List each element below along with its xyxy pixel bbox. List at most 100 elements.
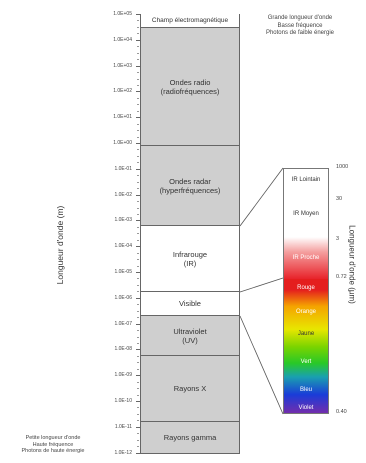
band-infrared-subtitle: (IR) xyxy=(183,258,197,268)
band-ultraviolet: Ultraviolet (UV) xyxy=(140,316,240,356)
band-xray-title: Rayons X xyxy=(173,384,207,393)
band-radar-title: Ondes radar xyxy=(169,176,211,186)
axis-tick xyxy=(136,143,140,144)
top-note: Grande longueur d'onde Basse fréquence P… xyxy=(248,15,352,38)
axis-minor-tick xyxy=(137,336,139,338)
segment-ir-moyen-label: IR Moyen xyxy=(293,211,319,217)
axis-tick xyxy=(136,220,140,222)
axis-tick xyxy=(136,65,140,67)
zoom-axis-title: Longueur d'onde (µm) xyxy=(347,225,357,304)
segment-jaune-label: Jaune xyxy=(297,331,315,337)
axis-minor-tick xyxy=(137,149,139,151)
axis-minor-tick xyxy=(137,239,139,241)
axis-minor-tick xyxy=(137,26,139,28)
axis-minor-tick xyxy=(137,84,139,86)
band-visible-title: Visible xyxy=(179,299,201,308)
axis-tick xyxy=(136,297,140,299)
band-visible: Visible xyxy=(140,292,240,316)
axis-minor-tick xyxy=(137,252,139,254)
axis-minor-tick xyxy=(137,233,139,235)
axis-tick-label: 1.0E+01 xyxy=(113,114,132,121)
axis-minor-tick xyxy=(137,330,139,332)
axis-tick xyxy=(136,117,140,119)
band-infrared: Infrarouge (IR) xyxy=(140,226,240,292)
axis-minor-tick xyxy=(137,259,139,261)
axis-minor-tick xyxy=(137,20,139,22)
axis-tick xyxy=(136,349,140,351)
axis-minor-tick xyxy=(137,310,139,312)
axis-tick-label: 1.0E-01 xyxy=(114,165,132,172)
axis-tick-label: 1.0E-07 xyxy=(114,320,132,327)
segment-rouge: Rouge xyxy=(284,281,328,295)
axis-tick xyxy=(136,452,140,454)
top-note-line-1: Grande longueur d'onde xyxy=(267,15,333,21)
axis-minor-tick xyxy=(137,181,139,183)
band-xray: Rayons X xyxy=(140,356,240,422)
axis-minor-tick xyxy=(137,291,139,293)
segment-violet-label: Violet xyxy=(298,405,314,411)
axis-minor-tick xyxy=(137,155,139,157)
axis-minor-tick xyxy=(137,394,139,396)
axis-minor-tick xyxy=(137,104,139,106)
segment-bleu-label: Bleu xyxy=(299,387,312,393)
axis-minor-tick xyxy=(137,175,139,177)
axis-tick-label: 1.0E-09 xyxy=(114,372,132,379)
axis-minor-tick xyxy=(137,46,139,48)
axis-minor-tick xyxy=(137,97,139,99)
axis-tick xyxy=(136,375,140,377)
axis-tick-label: 1.0E-11 xyxy=(114,423,132,430)
axis-minor-tick xyxy=(137,123,139,125)
axis-minor-tick xyxy=(137,413,139,415)
column-header: Champ électromagnétique xyxy=(140,14,240,28)
band-radio-subtitle: (radiofréquences) xyxy=(160,86,220,96)
axis-tick xyxy=(136,272,140,273)
axis-minor-tick xyxy=(137,207,139,209)
segment-ir-lointain: IR Lointain xyxy=(284,169,328,191)
axis-tick-label: 1.0E+02 xyxy=(113,88,132,95)
boundary-label-3: 3 xyxy=(336,236,340,242)
segment-rouge-label: Rouge xyxy=(297,285,315,291)
axis-minor-tick xyxy=(137,368,139,370)
axis-minor-tick xyxy=(137,59,139,61)
connector-top-line xyxy=(239,167,284,227)
axis-tick-label: 1.0E-12 xyxy=(114,449,132,456)
axis-minor-tick xyxy=(137,446,139,448)
axis-minor-tick xyxy=(137,162,139,164)
axis-minor-tick xyxy=(137,439,139,441)
segment-jaune: Jaune xyxy=(284,327,328,341)
axis-tick-label: 1.0E-08 xyxy=(114,346,132,353)
axis-tick-label: 1.0E-04 xyxy=(114,243,132,250)
axis-minor-tick xyxy=(137,136,139,138)
axis-minor-tick xyxy=(137,342,139,344)
band-ultraviolet-title: Ultraviolet xyxy=(173,326,207,336)
axis-minor-tick xyxy=(137,188,139,190)
segment-ir-lointain-label: IR Lointain xyxy=(291,177,321,183)
axis-minor-tick xyxy=(137,201,139,203)
segment-violet: Violet xyxy=(284,401,328,413)
axis-tick xyxy=(136,168,140,170)
axis-minor-tick xyxy=(137,284,139,286)
axis-tick-label: 1.0E+00 xyxy=(113,140,132,146)
axis-tick xyxy=(136,39,140,41)
axis-minor-tick xyxy=(137,381,139,383)
band-infrared-title: Infrarouge xyxy=(172,249,208,259)
axis-minor-tick xyxy=(137,213,139,215)
band-ultraviolet-subtitle: (UV) xyxy=(182,335,198,345)
axis-minor-tick xyxy=(137,226,139,228)
axis-tick-label: 1.0E+04 xyxy=(113,36,132,43)
band-radar-subtitle: (hyperfréquences) xyxy=(159,185,221,195)
bottom-note-line-1: Petite longueur d'onde xyxy=(25,435,81,441)
segment-ir-moyen: IR Moyen xyxy=(284,191,328,237)
segment-bleu: Bleu xyxy=(284,383,328,397)
band-radio: Ondes radio (radiofréquences) xyxy=(140,28,240,146)
visible-gradient xyxy=(284,279,328,413)
axis-tick-label: 1.0E+03 xyxy=(113,62,132,69)
connector-bottom-line xyxy=(239,315,284,415)
axis-minor-tick xyxy=(137,33,139,35)
boundary-label-1000: 1000 xyxy=(336,164,349,170)
segment-ir-proche-label: IR Proche xyxy=(292,255,320,261)
axis-minor-tick xyxy=(137,304,139,306)
segment-orange: Orange xyxy=(284,305,328,319)
axis-minor-tick xyxy=(137,355,139,357)
